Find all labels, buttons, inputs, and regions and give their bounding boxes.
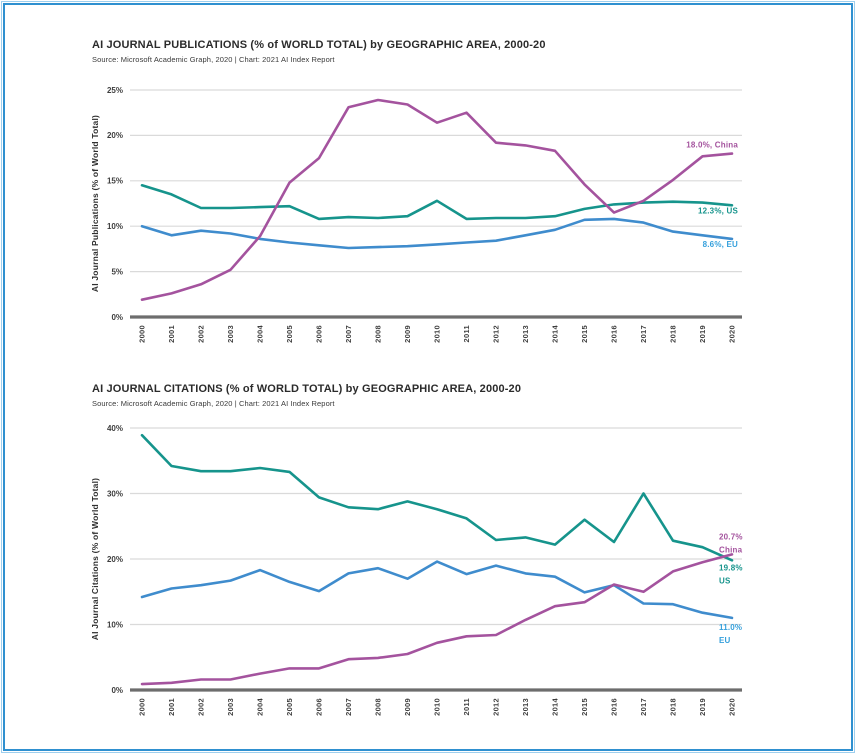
x-tick-label: 2000 (138, 325, 147, 343)
y-tick-label: 0% (111, 313, 123, 322)
x-tick-label: 2015 (580, 325, 589, 343)
x-tick-label: 2004 (256, 324, 265, 342)
citations-chart-source: Source: Microsoft Academic Graph, 2020 |… (92, 399, 335, 408)
y-tick-label: 30% (107, 489, 123, 498)
y-tick-label: 25% (107, 86, 123, 95)
y-tick-label: 5% (111, 267, 123, 276)
publications-chart-source: Source: Microsoft Academic Graph, 2020 |… (92, 55, 335, 64)
series-line-eu (140, 217, 734, 250)
x-tick-label: 2010 (433, 325, 442, 343)
x-tick-label: 2020 (728, 325, 737, 343)
x-tick-label: 2010 (433, 698, 442, 716)
x-tick-label: 2000 (138, 698, 147, 716)
x-tick-label: 2019 (698, 698, 707, 716)
x-tick-label: 2003 (226, 325, 235, 343)
x-tick-label: 2001 (167, 325, 176, 343)
series-end-label-us: 12.3%, US (698, 206, 739, 215)
citations-chart-title: AI JOURNAL CITATIONS (% of WORLD TOTAL) … (92, 383, 522, 395)
y-tick-label: 20% (107, 555, 123, 564)
x-tick-label: 2009 (403, 325, 412, 343)
x-tick-label: 2007 (344, 325, 353, 343)
x-tick-label: 2012 (492, 325, 501, 343)
y-tick-label: 10% (107, 620, 123, 629)
y-tick-label: 10% (107, 222, 123, 231)
y-tick-label: 20% (107, 131, 123, 140)
x-tick-label: 2012 (492, 698, 501, 716)
series-line-us (140, 433, 734, 562)
series-end-label-eu: 11.0% (719, 623, 742, 632)
series-line-us (140, 184, 734, 221)
series-line-eu (140, 560, 734, 620)
y-axis-title: AI Journal Citations (% of World Total) (90, 478, 100, 640)
series-end-label-us: US (719, 576, 731, 585)
x-tick-label: 2008 (374, 325, 383, 343)
y-tick-label: 40% (107, 424, 123, 433)
series-line-china (140, 553, 734, 686)
publications-line-chart: 0% 5% 10% 15% 20% 25% 2000 2001 2002 2003 2004 2005… (90, 86, 742, 343)
x-tick-label: 2005 (285, 325, 294, 343)
x-tick-label: 2005 (285, 698, 294, 716)
x-tick-label: 2017 (639, 325, 648, 343)
x-tick-label: 2013 (521, 325, 530, 343)
x-tick-label: 2009 (403, 698, 412, 716)
x-tick-label: 2016 (610, 325, 619, 343)
x-tick-label: 2013 (521, 698, 530, 716)
series-end-label-china: China (719, 545, 743, 554)
series-line-china (140, 98, 734, 301)
x-tick-label: 2007 (344, 698, 353, 716)
x-tick-label: 2014 (551, 324, 560, 342)
x-tick-label: 2003 (226, 698, 235, 716)
x-tick-label: 2020 (728, 698, 737, 716)
series-end-label-eu: 8.6%, EU (703, 240, 738, 249)
x-tick-label: 2008 (374, 698, 383, 716)
x-tick-label: 2002 (197, 698, 206, 716)
y-axis-title: AI Journal Publications (% of World Tota… (90, 115, 100, 292)
publications-chart-title: AI JOURNAL PUBLICATIONS (% of WORLD TOTA… (92, 39, 546, 51)
y-tick-label: 0% (111, 686, 123, 695)
series-end-label-china: 18.0%, China (686, 141, 738, 150)
x-tick-label: 2006 (315, 698, 324, 716)
x-tick-label: 2014 (551, 697, 560, 715)
x-tick-label: 2019 (698, 325, 707, 343)
x-tick-label: 2011 (462, 698, 471, 715)
series-end-label-china: 20.7% (719, 532, 743, 541)
x-tick-label: 2018 (669, 698, 678, 716)
x-tick-label: 2004 (256, 697, 265, 715)
x-tick-label: 2006 (315, 325, 324, 343)
x-tick-label: 2018 (669, 325, 678, 343)
citations-line-chart: 0% 10% 20% 30% 40% 2000 2001 2002 2003 2004 2005 20… (90, 424, 743, 716)
x-tick-label: 2015 (580, 698, 589, 716)
x-tick-label: 2001 (167, 698, 176, 716)
x-tick-label: 2017 (639, 698, 648, 716)
x-tick-label: 2011 (462, 325, 471, 342)
x-tick-label: 2002 (197, 325, 206, 343)
y-tick-label: 15% (107, 177, 123, 186)
series-end-label-eu: EU (719, 636, 731, 645)
series-end-label-us: 19.8% (719, 563, 743, 572)
x-tick-label: 2016 (610, 698, 619, 716)
